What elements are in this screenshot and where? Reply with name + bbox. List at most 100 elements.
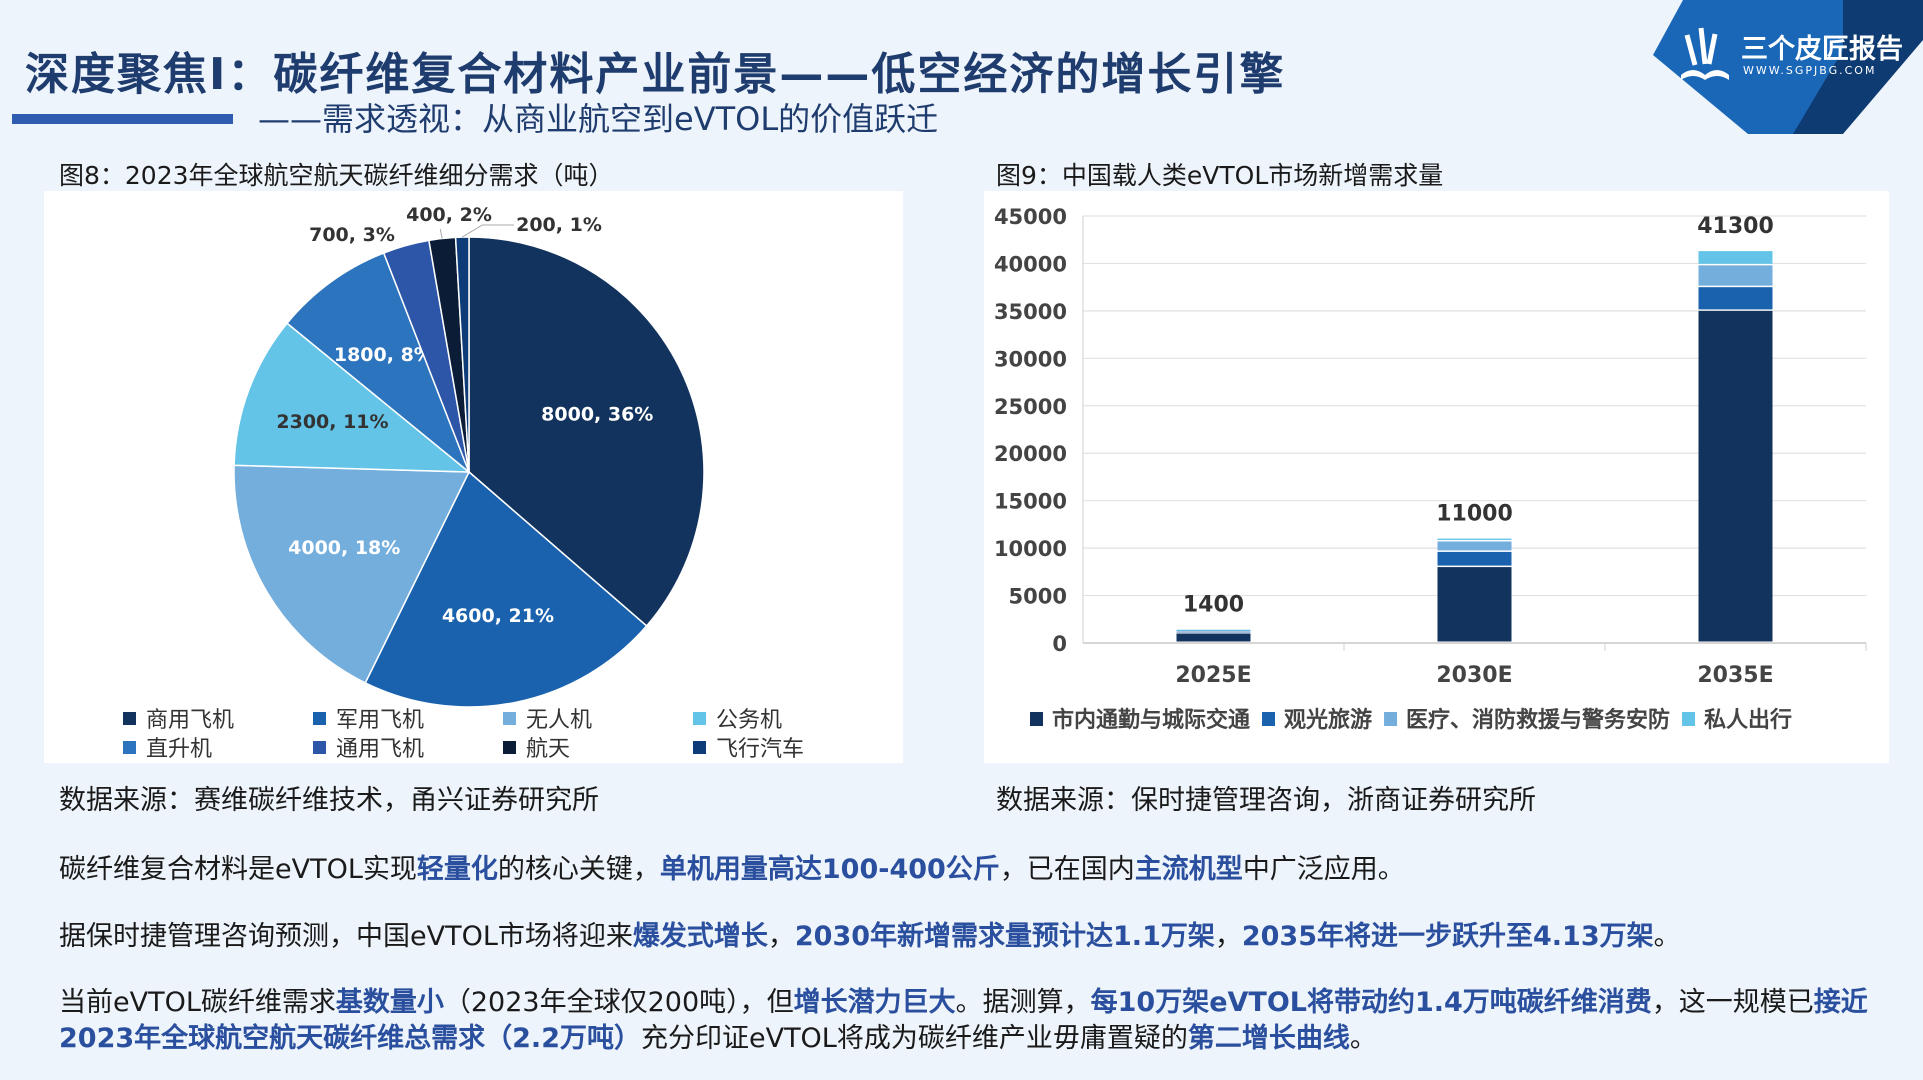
legend-label: 市内通勤与城际交通	[1052, 707, 1250, 733]
paragraph-text: 。	[1349, 1023, 1377, 1054]
legend-label: 医疗、消防救援与警务安防	[1406, 707, 1670, 733]
paragraph-2: 据保时捷管理咨询预测，中国eVTOL市场将迎来爆发式增长，2030年新增需求量预…	[59, 919, 1879, 955]
pie-data-label: 400, 2%	[406, 204, 492, 226]
paragraph-text: 中广泛应用。	[1242, 854, 1405, 885]
bar-segment	[1176, 630, 1251, 631]
bar-segment	[1698, 251, 1773, 264]
pie-slice	[233, 322, 472, 473]
highlight-text: 基数量小	[335, 987, 444, 1018]
legend-item: 飞行汽车	[693, 731, 804, 763]
legend-swatch	[693, 740, 706, 754]
paragraph-text: ，已在国内	[999, 854, 1135, 885]
accent-bar	[12, 114, 233, 124]
legend-swatch	[503, 711, 516, 725]
paragraph-text: ，	[767, 921, 795, 952]
pie-data-label: 200, 1%	[516, 214, 602, 236]
bar-total-label: 11000	[1436, 502, 1513, 527]
pie-data-label: 700, 3%	[309, 224, 395, 246]
bar-segment	[1437, 538, 1512, 540]
bar-segment	[1698, 265, 1773, 286]
leader-line	[462, 224, 514, 238]
logo-name: 三个皮匠报告	[1741, 34, 1903, 65]
page-title: 深度聚焦I：碳纤维复合材料产业前景——低空经济的增长引擎	[25, 49, 1286, 100]
legend-item: 公务机	[693, 702, 782, 734]
pie-data-label: 1800, 8%	[334, 344, 433, 366]
pie-slice	[364, 470, 648, 708]
legend-label: 观光旅游	[1284, 707, 1372, 733]
pie-chart-title: 图8：2023年全球航空航天碳纤维细分需求（吨）	[59, 161, 614, 190]
bar-total-label: 1400	[1183, 593, 1244, 618]
legend-label: 私人出行	[1704, 707, 1792, 733]
bar-chart: 0 5000 10000 15000 20000 25000 30000 35000 40000…	[994, 205, 1867, 733]
pie-chart: 8000, 36% 4600, 21% 4000, 18% 2300, 11% 1800…	[233, 204, 705, 708]
legend-label: 军用飞机	[336, 708, 425, 733]
paragraph-text: ，	[1214, 921, 1242, 952]
legend-swatch	[313, 711, 326, 725]
paragraph-text: （2023年全球仅200吨），但	[443, 987, 794, 1018]
pie-data-label: 4000, 18%	[288, 537, 400, 559]
legend-swatch	[123, 740, 136, 754]
legend-swatch	[123, 711, 136, 725]
logo-graphic: 三个皮匠报告 WWW.SGPJBG.COM	[1653, 0, 1923, 134]
pie-slice	[454, 236, 470, 473]
legend-label: 无人机	[526, 708, 593, 733]
bar-segment	[1437, 551, 1512, 566]
pie-source: 数据来源：赛维碳纤维技术，甬兴证券研究所	[59, 785, 599, 816]
bar-segment	[1437, 567, 1512, 642]
bar-segment	[1176, 633, 1251, 642]
highlight-text: 主流机型	[1134, 854, 1243, 885]
highlight-text: 增长潜力巨大	[793, 987, 956, 1018]
x-tick-label: 2035E	[1697, 663, 1773, 688]
legend-item: 商用飞机	[123, 702, 234, 734]
y-tick-label: 10000	[994, 537, 1067, 561]
bar-segment	[1176, 629, 1251, 631]
logo-url: WWW.SGPJBG.COM	[1743, 64, 1876, 77]
paragraph-text: 。据测算，	[955, 987, 1091, 1018]
leader-line	[439, 228, 443, 239]
highlight-text: 爆发式增长	[632, 921, 768, 952]
legend-label: 商用飞机	[146, 708, 235, 733]
legend-item: 军用飞机	[313, 702, 424, 734]
paragraph-text: 。	[1653, 921, 1681, 952]
paragraph-text: ，这一规模已	[1651, 987, 1814, 1018]
bar-segment	[1698, 287, 1773, 310]
bar-segment	[1698, 310, 1773, 642]
y-tick-label: 25000	[994, 395, 1067, 419]
bar-chart-title: 图9：中国载人类eVTOL市场新增需求量	[996, 161, 1444, 190]
bar-segment	[1437, 541, 1512, 551]
legend-item: 通用飞机	[313, 731, 424, 763]
legend-swatch	[1384, 712, 1398, 726]
legend-swatch	[503, 740, 516, 754]
pie-slice	[233, 464, 471, 684]
highlight-text: 2035年将进一步跃升至4.13万架	[1241, 921, 1654, 952]
legend-swatch	[1262, 712, 1276, 726]
paragraph-text: 充分印证eVTOL将成为碳纤维产业毋庸置疑的	[640, 1023, 1188, 1054]
y-tick-label: 30000	[994, 347, 1067, 371]
pie-slice	[468, 236, 705, 627]
page-subtitle: ——需求透视：从商业航空到eVTOL的价值跃迁	[258, 100, 939, 138]
logo: 三个皮匠报告 WWW.SGPJBG.COM	[1643, 0, 1923, 134]
legend-item: 直升机	[123, 731, 212, 763]
legend-label: 航天	[526, 737, 571, 762]
legend-swatch	[693, 711, 706, 725]
pie-data-label: 2300, 11%	[276, 411, 388, 433]
pie-data-label: 4600, 21%	[442, 605, 554, 627]
pie-chart-panel: 8000, 36% 4600, 21% 4000, 18% 2300, 11% 1800…	[44, 191, 903, 763]
y-tick-label: 15000	[994, 490, 1067, 514]
pie-slice	[286, 252, 471, 475]
highlight-text: 第二增长曲线	[1187, 1023, 1350, 1054]
paragraph-text: 据保时捷管理咨询预测，中国eVTOL市场将迎来	[59, 921, 633, 952]
y-tick-label: 0	[1052, 632, 1067, 656]
highlight-text: 每10万架eVTOL将带动约1.4万吨碳纤维消费	[1090, 987, 1652, 1018]
legend-label: 通用飞机	[336, 737, 425, 762]
x-tick-label: 2025E	[1175, 663, 1251, 688]
pie-data-label: 8000, 36%	[541, 403, 653, 425]
bar-segment	[1176, 631, 1251, 633]
legend-item: 航天	[503, 731, 570, 763]
paragraph-text: 的核心关键，	[497, 854, 660, 885]
legend-label: 飞行汽车	[716, 737, 805, 762]
paragraph-1: 碳纤维复合材料是eVTOL实现轻量化的核心关键，单机用量高达100-400公斤，…	[59, 852, 1879, 888]
y-tick-label: 20000	[994, 442, 1067, 466]
y-tick-label: 45000	[994, 205, 1067, 229]
paragraph-text: 当前eVTOL碳纤维需求	[59, 987, 336, 1018]
